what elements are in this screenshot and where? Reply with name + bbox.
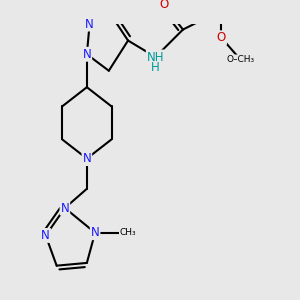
Text: N: N [91,226,100,239]
Text: N: N [41,229,50,242]
Text: N: N [82,152,91,165]
Text: N: N [85,18,94,31]
Text: CH₃: CH₃ [120,228,136,237]
Text: N: N [82,48,91,61]
Text: O–CH₃: O–CH₃ [226,55,255,64]
Text: H: H [151,61,160,74]
Text: O: O [159,0,168,11]
Text: O: O [217,31,226,44]
Text: N: N [61,202,69,214]
Text: NH: NH [147,50,164,64]
